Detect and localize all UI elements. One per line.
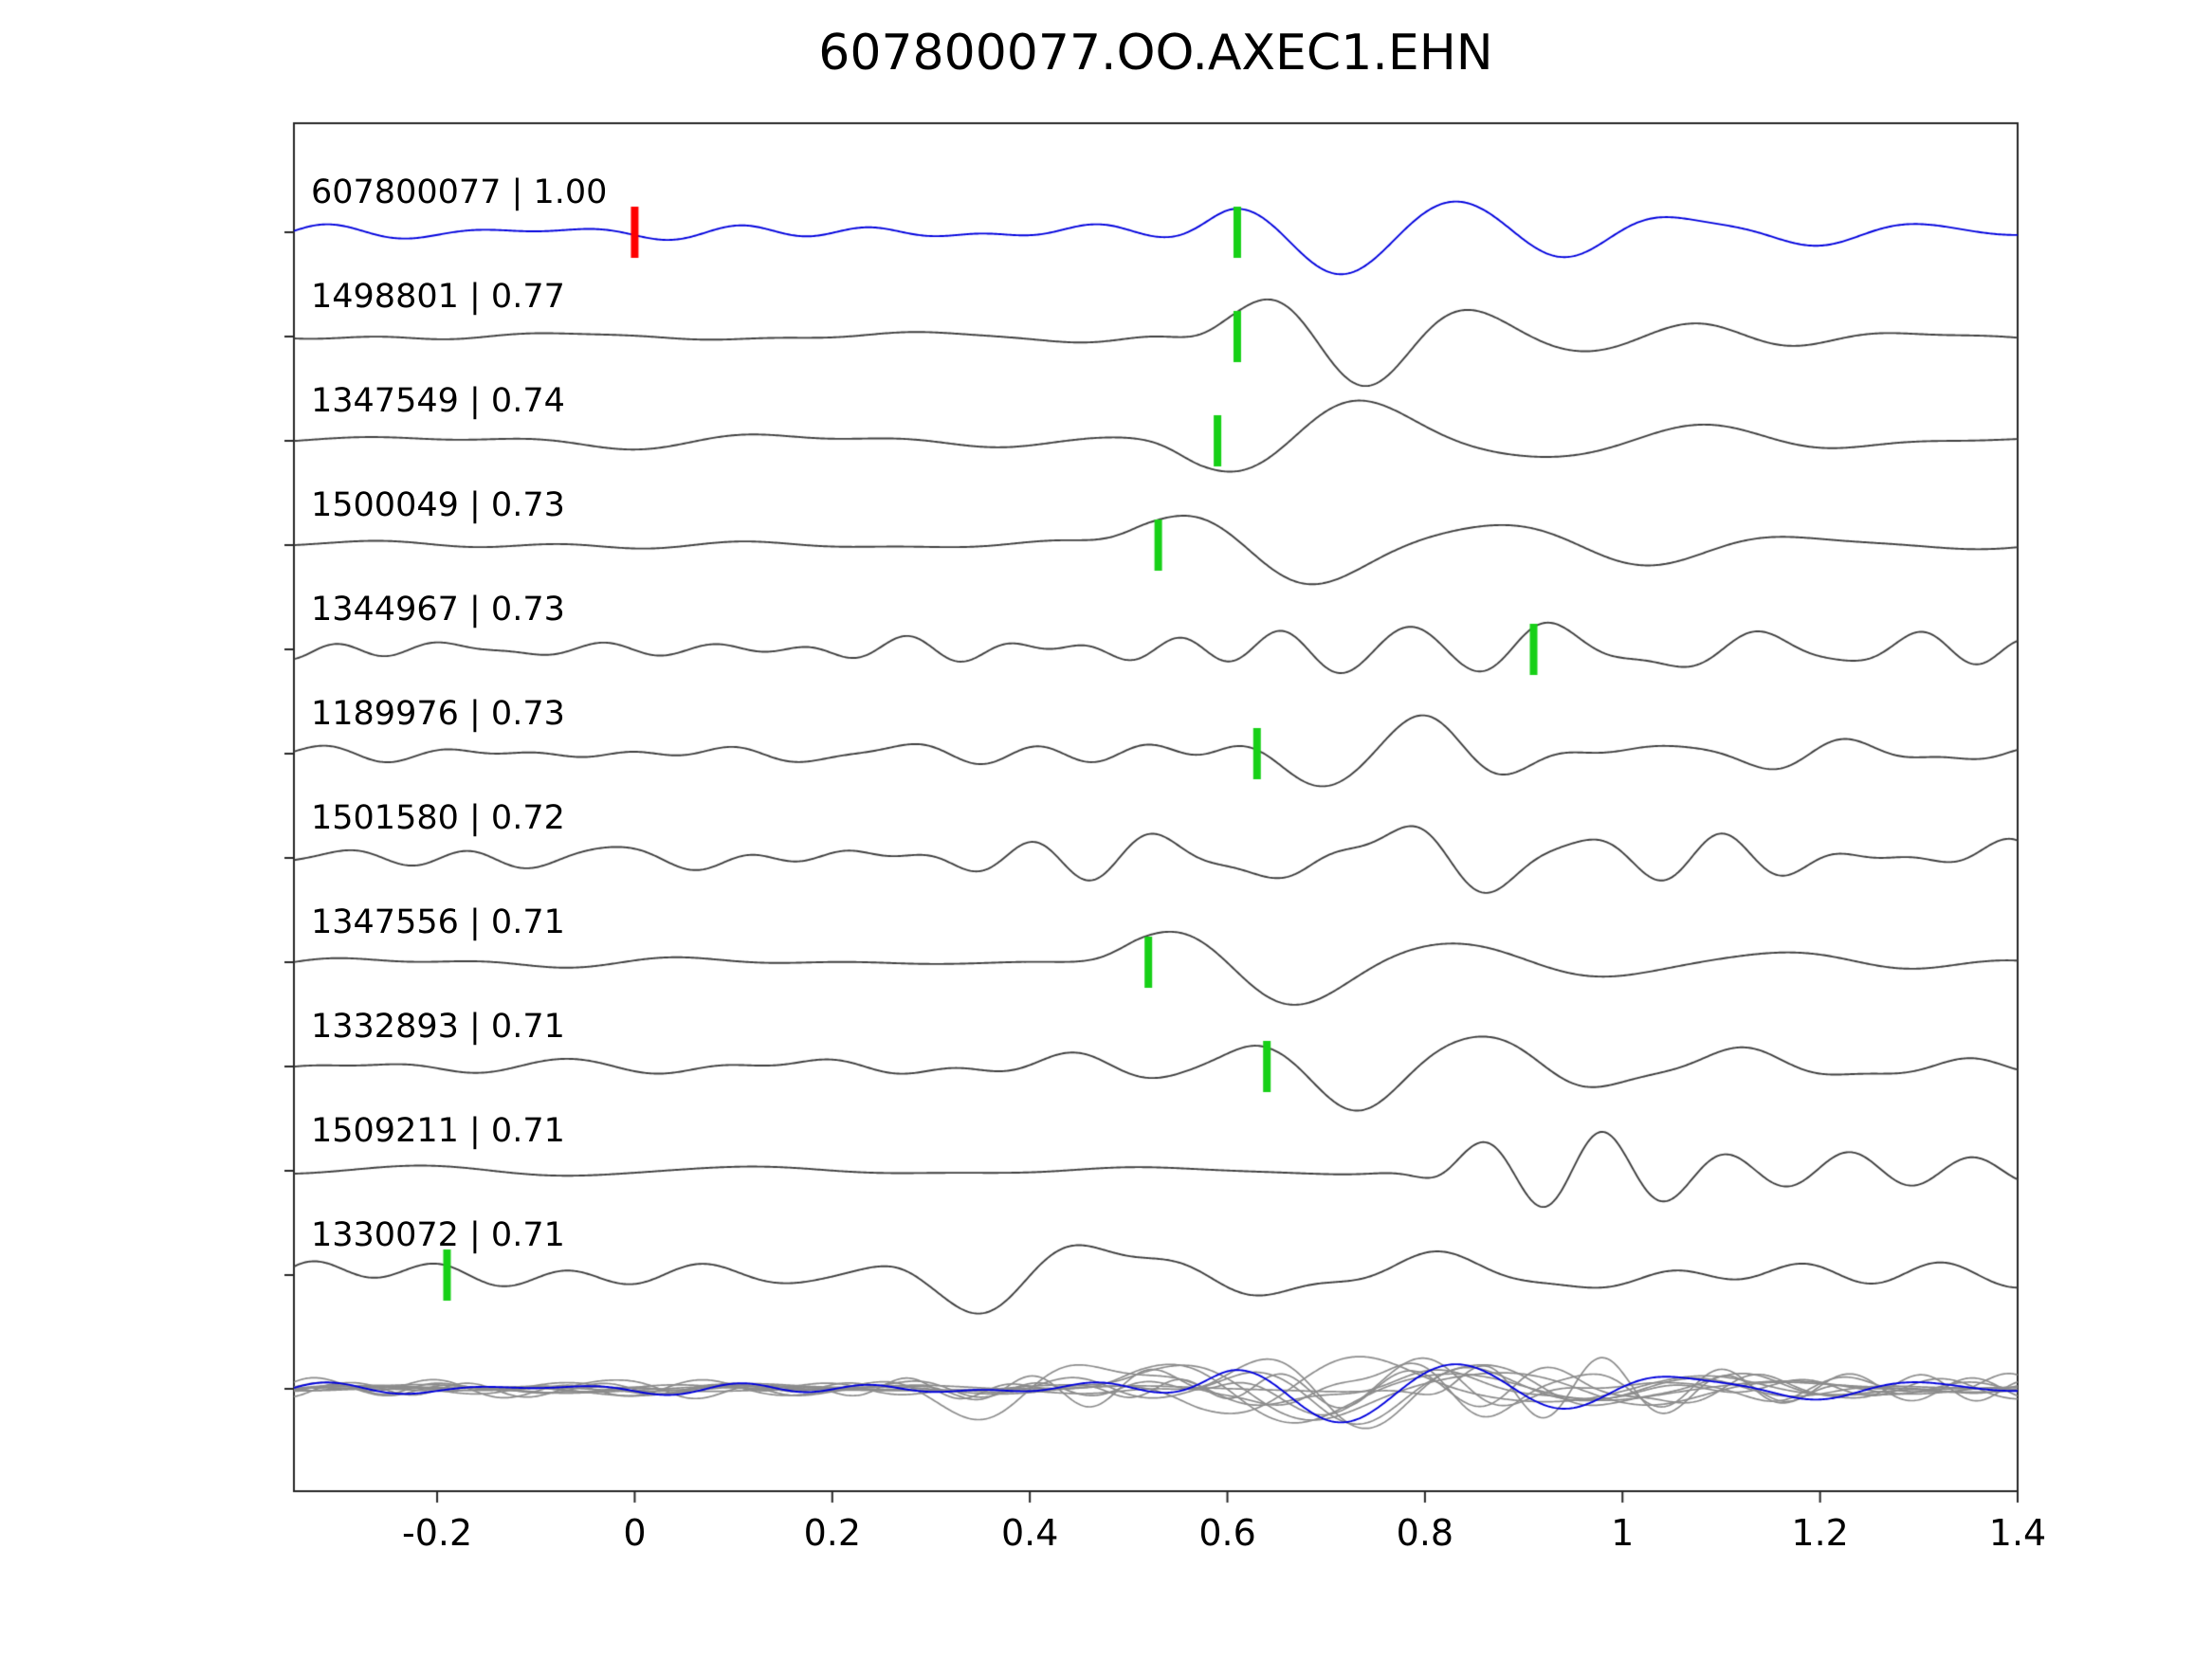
figure: 607800077.OO.AXEC1.EHN 607800077 | 1.001… [0, 0, 2212, 1659]
waveform-plot-canvas [0, 0, 2212, 1659]
